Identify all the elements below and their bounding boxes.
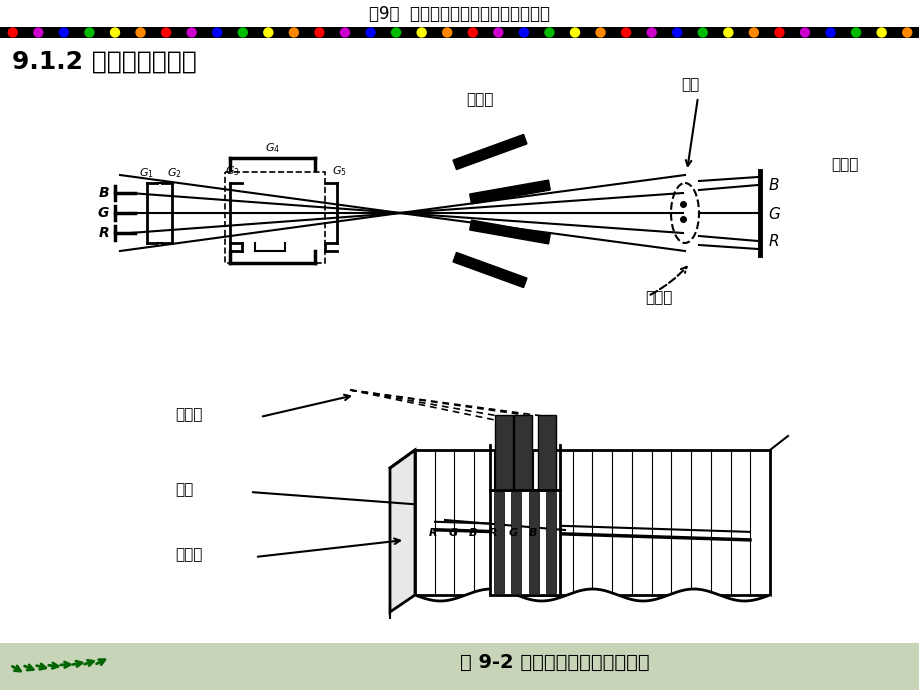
Text: B: B bbox=[469, 528, 477, 538]
Bar bbox=[537, 415, 555, 490]
Circle shape bbox=[902, 28, 911, 37]
Text: 电子束: 电子束 bbox=[644, 290, 672, 306]
Bar bbox=[225, 172, 324, 263]
Polygon shape bbox=[414, 450, 769, 595]
Text: $B$: $B$ bbox=[767, 177, 778, 193]
Text: $G_4$: $G_4$ bbox=[265, 141, 279, 155]
Bar bbox=[546, 492, 555, 593]
Polygon shape bbox=[470, 180, 550, 204]
Text: G: G bbox=[508, 528, 517, 538]
Circle shape bbox=[289, 28, 298, 37]
Text: B: B bbox=[98, 186, 108, 200]
Bar bbox=[0, 0, 919, 28]
Circle shape bbox=[264, 28, 273, 37]
Circle shape bbox=[596, 28, 605, 37]
Bar bbox=[514, 415, 532, 490]
Text: 栅网: 栅网 bbox=[175, 482, 193, 497]
Circle shape bbox=[34, 28, 43, 37]
Circle shape bbox=[723, 28, 732, 37]
Bar bbox=[528, 492, 538, 593]
Circle shape bbox=[340, 28, 349, 37]
Circle shape bbox=[876, 28, 885, 37]
Circle shape bbox=[774, 28, 783, 37]
Text: $R$: $R$ bbox=[767, 233, 778, 249]
Text: $G$: $G$ bbox=[767, 206, 780, 222]
Polygon shape bbox=[470, 220, 550, 244]
Bar bbox=[0, 27, 919, 38]
Circle shape bbox=[85, 28, 94, 37]
Polygon shape bbox=[452, 135, 527, 170]
Bar bbox=[494, 415, 513, 490]
Text: $G_2$: $G_2$ bbox=[166, 166, 181, 180]
Text: 第9章  彩色显像管的结构及其附属电路: 第9章 彩色显像管的结构及其附属电路 bbox=[369, 5, 550, 23]
Bar bbox=[0, 38, 919, 643]
Circle shape bbox=[187, 28, 196, 37]
Circle shape bbox=[621, 28, 630, 37]
Circle shape bbox=[136, 28, 145, 37]
Bar bbox=[0, 643, 919, 690]
Text: R: R bbox=[98, 226, 108, 240]
Text: R: R bbox=[428, 528, 437, 538]
Circle shape bbox=[494, 28, 503, 37]
Circle shape bbox=[800, 28, 809, 37]
Circle shape bbox=[672, 28, 681, 37]
Circle shape bbox=[544, 28, 553, 37]
Text: G: G bbox=[97, 206, 108, 220]
Circle shape bbox=[416, 28, 425, 37]
Text: G: G bbox=[448, 528, 457, 538]
Circle shape bbox=[468, 28, 477, 37]
Circle shape bbox=[314, 28, 323, 37]
Circle shape bbox=[60, 28, 68, 37]
Circle shape bbox=[162, 28, 170, 37]
Polygon shape bbox=[452, 253, 527, 288]
Circle shape bbox=[238, 28, 247, 37]
Polygon shape bbox=[390, 450, 414, 612]
Text: 荧光屏: 荧光屏 bbox=[831, 157, 857, 172]
Text: 电子束: 电子束 bbox=[175, 408, 202, 422]
Text: $G_3$: $G_3$ bbox=[224, 164, 239, 178]
Text: $G_5$: $G_5$ bbox=[331, 164, 346, 178]
Text: R: R bbox=[488, 528, 497, 538]
Bar bbox=[494, 492, 503, 593]
Circle shape bbox=[366, 28, 375, 37]
Bar bbox=[511, 492, 520, 593]
Bar bbox=[490, 490, 560, 595]
Text: B: B bbox=[528, 528, 537, 538]
Text: 9.1.2 单枪三束栅网管: 9.1.2 单枪三束栅网管 bbox=[12, 50, 197, 74]
Circle shape bbox=[749, 28, 757, 37]
Circle shape bbox=[391, 28, 400, 37]
Text: 荧光屏: 荧光屏 bbox=[175, 547, 202, 562]
Circle shape bbox=[570, 28, 579, 37]
Circle shape bbox=[851, 28, 859, 37]
Text: $G_1$: $G_1$ bbox=[139, 166, 153, 180]
Text: 会聚板: 会聚板 bbox=[466, 92, 494, 108]
Circle shape bbox=[442, 28, 451, 37]
Circle shape bbox=[110, 28, 119, 37]
Circle shape bbox=[212, 28, 221, 37]
Text: 图 9-2 单枪三束显像管工作原理: 图 9-2 单枪三束显像管工作原理 bbox=[460, 653, 649, 671]
Circle shape bbox=[8, 28, 17, 37]
Circle shape bbox=[646, 28, 655, 37]
Circle shape bbox=[825, 28, 834, 37]
Text: 栅网: 栅网 bbox=[680, 77, 698, 92]
Circle shape bbox=[519, 28, 528, 37]
Circle shape bbox=[698, 28, 707, 37]
